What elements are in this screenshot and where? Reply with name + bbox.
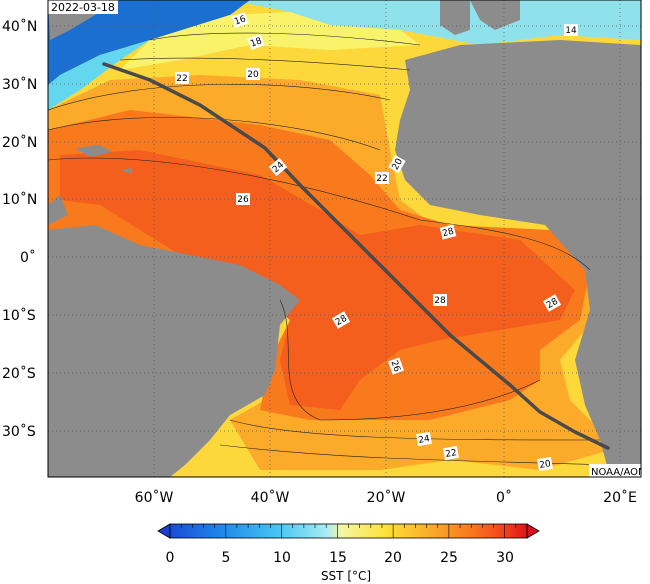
- cold-coastal-band: [48, 40, 150, 110]
- contour-label: 16: [231, 11, 249, 29]
- ship-track: [102, 62, 610, 450]
- lat-label: 20˚S: [2, 365, 36, 382]
- land-south-america: [48, 225, 300, 477]
- lon-label: 20˚W: [367, 489, 406, 506]
- band-18: [120, 12, 420, 70]
- land-iberia: [440, 0, 470, 35]
- colorbar-minor-ticks: [180, 524, 517, 538]
- lon-label: 60˚W: [135, 489, 174, 506]
- credit-label: NOAA/AOML: [591, 467, 650, 478]
- svg-text:22: 22: [376, 174, 387, 184]
- contour-label: 28: [433, 294, 447, 306]
- contour-label: 22: [443, 445, 459, 461]
- lon-label: 0˚: [496, 489, 512, 506]
- contour-label: 22: [375, 172, 389, 184]
- date-box: [48, 0, 118, 14]
- svg-text:26: 26: [237, 195, 249, 205]
- credit-box: [589, 464, 641, 477]
- lat-label: 30˚S: [2, 423, 36, 440]
- lon-axis: 60˚W 40˚W 20˚W 0˚ 20˚E: [135, 489, 637, 506]
- cold-water-north: [230, 0, 641, 45]
- contour-label: 26: [387, 357, 405, 375]
- svg-text:20: 20: [247, 70, 259, 80]
- contour-label: 20: [537, 456, 553, 472]
- contour-label: 24: [416, 431, 432, 447]
- land-caribbean-islands: [75, 145, 132, 174]
- colorbar: 0 5 10 15 20 25 30 SST [°C]: [157, 523, 540, 583]
- band-28: [60, 150, 575, 410]
- contour-label: 22: [175, 72, 189, 84]
- lat-label: 10˚S: [2, 307, 36, 324]
- colorbar-tick-label: 25: [440, 550, 458, 566]
- svg-text:24: 24: [418, 434, 431, 446]
- contour-lines: [48, 32, 611, 466]
- contour-label: 14: [564, 24, 578, 36]
- svg-text:28: 28: [441, 227, 455, 240]
- colorbar-title: SST [°C]: [321, 569, 371, 583]
- land-central-america: [48, 195, 68, 225]
- lon-label: 40˚W: [251, 489, 290, 506]
- lat-label: 40˚N: [2, 18, 37, 35]
- lon-label: 20˚E: [603, 489, 637, 506]
- date-label: 2022-03-18: [51, 1, 115, 14]
- svg-text:20: 20: [539, 459, 552, 471]
- map-frame: [47, 0, 642, 478]
- contour-label-group: 16 18 20 22 14 20 22 24 26 28 28 28 28 2…: [175, 11, 578, 472]
- contour-label: 20: [246, 68, 260, 80]
- colorbar-tick-label: 20: [384, 550, 402, 566]
- svg-text:22: 22: [445, 448, 458, 460]
- colorbar-tick-label: 30: [496, 550, 514, 566]
- lat-label: 30˚N: [2, 76, 37, 93]
- land-africa: [395, 40, 641, 477]
- svg-text:18: 18: [249, 36, 263, 49]
- svg-text:14: 14: [565, 26, 577, 36]
- contour-label: 26: [236, 193, 250, 205]
- svg-text:28: 28: [434, 296, 446, 306]
- colorbar-left-arrow: [157, 523, 171, 539]
- contour-label: 18: [247, 33, 265, 51]
- gulf-stream-cold: [48, 0, 250, 85]
- lat-label: 10˚N: [2, 191, 37, 208]
- contour-label: 28: [439, 224, 457, 240]
- svg-text:16: 16: [233, 14, 247, 27]
- lat-label: 0˚: [20, 249, 36, 266]
- map-body: 16 18 20 22 14 20 22 24 26 28 28 28 28 2…: [48, 0, 650, 478]
- svg-text:22: 22: [176, 74, 187, 84]
- colorbar-right-arrow: [526, 523, 540, 539]
- colorbar-tick-label: 15: [329, 550, 347, 566]
- land-europe: [470, 0, 520, 30]
- colorbar-tick-label: 0: [166, 550, 175, 566]
- colorbar-tick-label: 5: [222, 550, 231, 566]
- svg-text:26: 26: [388, 359, 401, 373]
- lat-label: 20˚N: [2, 134, 37, 151]
- lat-axis: 40˚N 30˚N 20˚N 10˚N 0˚ 10˚S 20˚S 30˚S: [2, 18, 37, 440]
- colorbar-tick-label: 10: [273, 550, 291, 566]
